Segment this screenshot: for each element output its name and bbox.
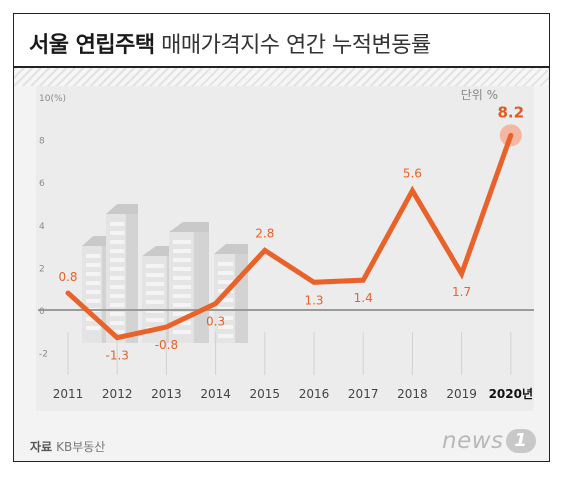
building-window [110, 276, 125, 280]
building-window [86, 326, 101, 330]
y-tick-label: 4 [39, 222, 45, 232]
building-window [173, 321, 191, 325]
y-tick-label: 6 [39, 179, 45, 189]
building-window [146, 282, 164, 286]
building-window [218, 280, 234, 284]
building-window [173, 258, 191, 262]
x-tick-label: 2017 [348, 387, 379, 401]
building-window [146, 264, 164, 268]
building-window [110, 312, 125, 316]
series-line [65, 132, 514, 341]
x-tick-label: 2018 [397, 387, 428, 401]
building-window [218, 334, 234, 338]
building-window [110, 258, 125, 262]
data-label: 2.8 [255, 226, 274, 240]
building-window [110, 249, 125, 253]
data-label: 5.6 [403, 167, 422, 181]
data-label: 1.3 [304, 293, 323, 307]
x-tick-label: 2020년 [489, 387, 533, 401]
data-label: 1.4 [354, 291, 373, 305]
building-window [110, 321, 125, 325]
x-tick-label: 2014 [200, 387, 231, 401]
building-side [193, 232, 209, 343]
x-tick-label: 2019 [446, 387, 477, 401]
building-window [173, 294, 191, 298]
y-tick-label: 2 [39, 264, 45, 274]
x-tick-label: 2015 [250, 387, 281, 401]
x-tick-label: 2013 [151, 387, 182, 401]
title-light: 매매가격지수 연간 누적변동률 [161, 33, 431, 58]
data-label: 8.2 [498, 103, 525, 121]
building-window [173, 249, 191, 253]
source-note: 자료 KB부동산 [30, 438, 105, 455]
data-label: 1.7 [452, 285, 471, 299]
logo-text: news [442, 428, 504, 454]
line-chart: -2 0 2 4 6 8 10(%) 2011 2012 2013 2014 2015 2016 2017… [38, 88, 534, 401]
building-side [125, 214, 138, 343]
x-tick-label: 2016 [299, 387, 330, 401]
building-roof [214, 244, 248, 254]
building-window [110, 294, 125, 298]
source-value: KB부동산 [56, 440, 106, 454]
building-window [110, 267, 125, 271]
building-window [173, 276, 191, 280]
data-label: -0.8 [155, 338, 178, 352]
building-window [110, 222, 125, 226]
building-window [218, 298, 234, 302]
building-window [146, 318, 164, 322]
building-window [110, 285, 125, 289]
y-tick-label: -2 [39, 350, 48, 360]
building-window [173, 285, 191, 289]
building-window [173, 303, 191, 307]
title-bold: 서울 연립주택 [29, 33, 155, 58]
chart-frame: 서울 연립주택 매매가격지수 연간 누적변동률 -2 0 2 4 6 8 10(%) 2011… [13, 13, 550, 462]
news1-logo: news 1 [442, 428, 536, 458]
building-window [110, 240, 125, 244]
title-area: 서울 연립주택 매매가격지수 연간 누적변동률 [14, 14, 549, 66]
building-window [218, 262, 234, 266]
building-window [86, 290, 101, 294]
x-tick-label: 2012 [102, 387, 133, 401]
building-window [146, 273, 164, 277]
building-window [86, 299, 101, 303]
building-window [218, 271, 234, 275]
chart-title: 서울 연립주택 매매가격지수 연간 누적변동률 [29, 27, 431, 59]
building-window [86, 272, 101, 276]
x-tick-label: 2011 [53, 387, 84, 401]
building-window [218, 316, 234, 320]
building-window [110, 303, 125, 307]
source-label: 자료 [30, 440, 53, 454]
building-window [146, 291, 164, 295]
building-roof [106, 204, 138, 214]
building-window [173, 312, 191, 316]
building-window [86, 254, 101, 258]
y-tick-label: 10(%) [39, 94, 66, 104]
y-tick-label: 0 [39, 307, 45, 317]
title-divider [14, 66, 549, 68]
data-label: -1.3 [105, 349, 128, 363]
building-window [86, 281, 101, 285]
unit-label: 단위 % [461, 88, 498, 102]
building-roof [169, 222, 209, 232]
building-window [173, 240, 191, 244]
building-window [218, 325, 234, 329]
building-window [173, 267, 191, 271]
data-label: 0.3 [206, 315, 225, 329]
building-window [110, 231, 125, 235]
y-tick-label: 8 [39, 137, 45, 147]
data-label: 0.8 [58, 270, 77, 284]
building-window [173, 330, 191, 334]
building-window [146, 300, 164, 304]
logo-badge: 1 [505, 429, 536, 453]
hatched-band [14, 68, 549, 86]
building-window [86, 263, 101, 267]
